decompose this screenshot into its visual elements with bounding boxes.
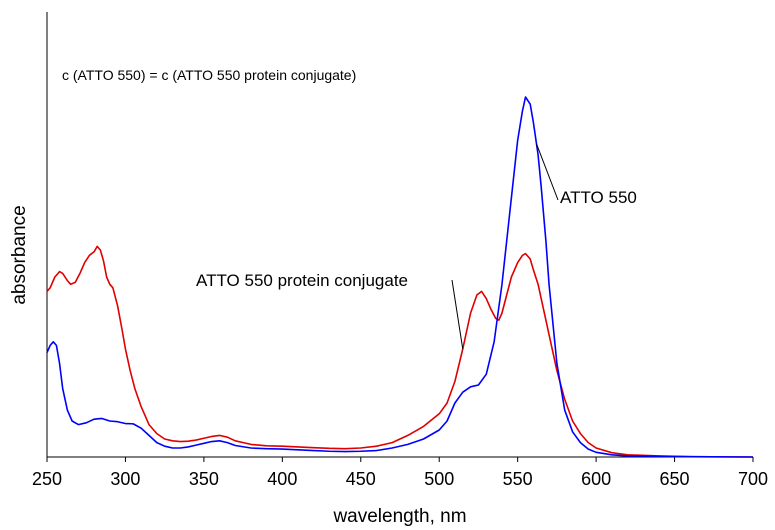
x-tick-label-450: 450 — [346, 469, 376, 489]
x-tick-labels: 250 300 350 400 450 500 550 600 650 700 — [32, 469, 768, 489]
x-tick-label-250: 250 — [32, 469, 62, 489]
x-tick-label-650: 650 — [660, 469, 690, 489]
concentration-note: c (ATTO 550) = c (ATTO 550 protein conju… — [62, 67, 356, 83]
series-line-atto-550-protein-conjugate — [46, 245, 754, 458]
leader-line-protein-conjugate — [451, 279, 464, 350]
x-tick-label-600: 600 — [581, 469, 611, 489]
x-ticks — [46, 457, 754, 462]
x-tick-label-400: 400 — [267, 469, 297, 489]
x-axis-title: wavelength, nm — [332, 506, 466, 527]
y-axis-title: absorbance — [9, 205, 30, 304]
axes — [46, 12, 753, 458]
series-line-atto-550 — [46, 96, 754, 458]
x-tick-label-350: 350 — [189, 469, 219, 489]
x-tick-label-700: 700 — [738, 469, 768, 489]
series-layer — [46, 96, 754, 458]
x-tick-label-500: 500 — [424, 469, 454, 489]
x-tick-label-300: 300 — [110, 469, 140, 489]
leader-line-atto550 — [536, 143, 559, 201]
series-label-protein-conjugate: ATTO 550 protein conjugate — [196, 271, 408, 290]
x-tick-label-550: 550 — [503, 469, 533, 489]
series-label-atto550: ATTO 550 — [560, 188, 637, 207]
